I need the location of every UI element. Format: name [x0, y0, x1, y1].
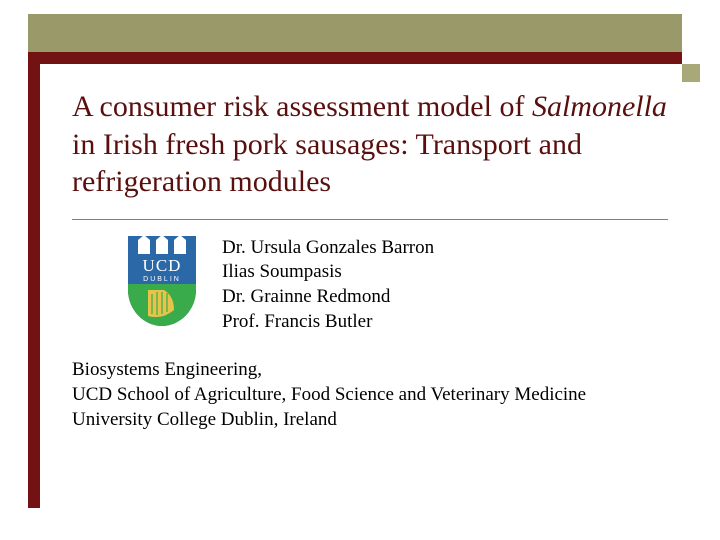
decor-olive-square-small [682, 64, 700, 82]
authors-row: UCD DUBLIN Dr. Ursula Gonzales Barron Il… [124, 234, 672, 335]
logo-text-dublin: DUBLIN [143, 276, 181, 283]
authors-list: Dr. Ursula Gonzales Barron Ilias Soumpas… [222, 234, 434, 335]
author-line: Ilias Soumpasis [222, 260, 434, 285]
title-part1: A consumer risk assessment model of [72, 90, 532, 123]
divider-line [72, 219, 668, 220]
ucd-logo: UCD DUBLIN [124, 234, 200, 328]
title-italic: Salmonella [532, 90, 667, 123]
decor-maroon-top [28, 52, 682, 64]
affiliation-block: Biosystems Engineering, UCD School of Ag… [72, 358, 672, 432]
affiliation-line: Biosystems Engineering, [72, 358, 672, 383]
decor-maroon-left [28, 52, 40, 508]
decor-olive-bar [28, 14, 632, 52]
author-line: Dr. Grainne Redmond [222, 285, 434, 310]
author-line: Dr. Ursula Gonzales Barron [222, 236, 434, 261]
title-part2: in Irish fresh pork sausages: Transport … [72, 128, 582, 199]
author-line: Prof. Francis Butler [222, 310, 434, 335]
affiliation-line: University College Dublin, Ireland [72, 408, 672, 433]
logo-text-ucd: UCD [143, 256, 182, 275]
affiliation-line: UCD School of Agriculture, Food Science … [72, 383, 672, 408]
slide-content: A consumer risk assessment model of Salm… [72, 88, 672, 432]
slide-title: A consumer risk assessment model of Salm… [72, 88, 672, 201]
